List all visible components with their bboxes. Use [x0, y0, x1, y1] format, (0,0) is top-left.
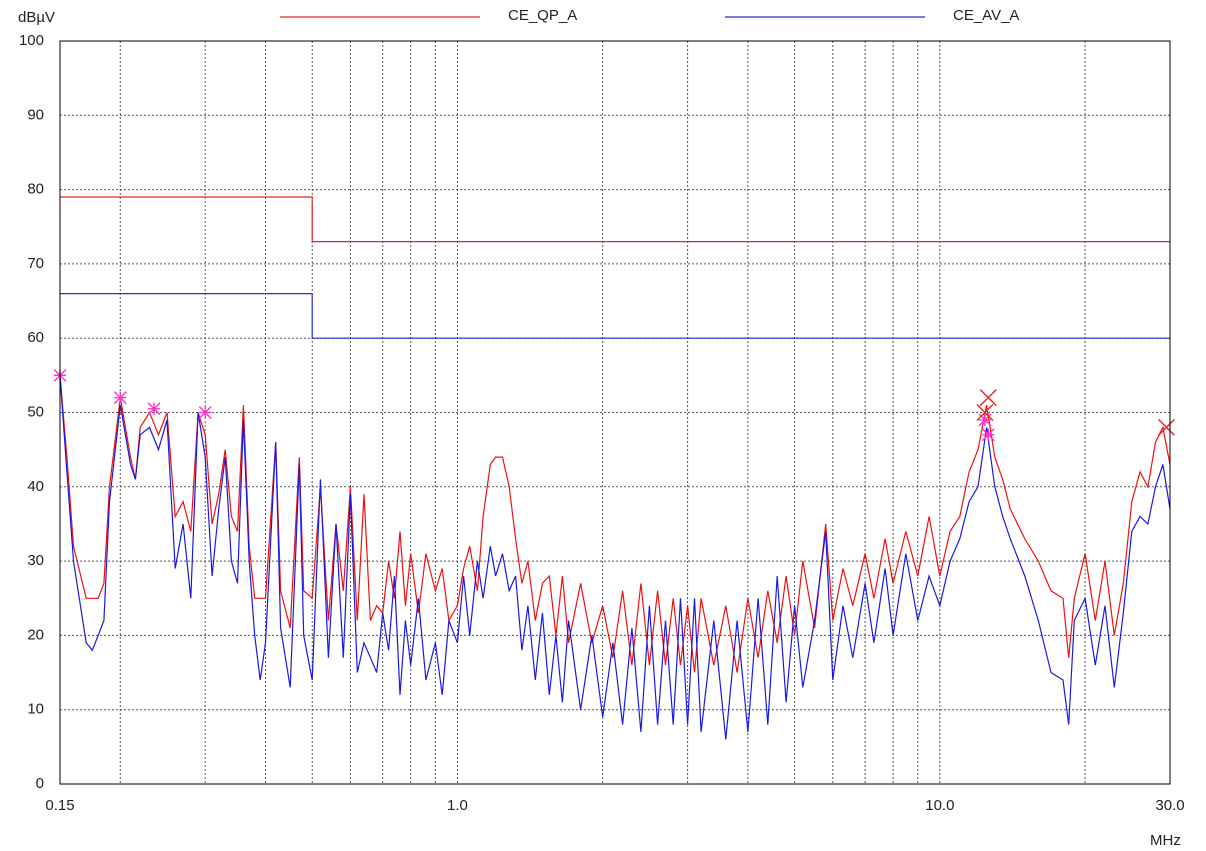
- marker: [979, 389, 997, 407]
- y-tick-label: 40: [27, 478, 44, 495]
- marker: [978, 413, 992, 427]
- y-tick-label: 0: [36, 775, 44, 792]
- y-tick-label: 30: [27, 552, 44, 569]
- limit-line: [60, 293, 1170, 339]
- y-tick-label: 80: [27, 181, 44, 198]
- marker: [981, 428, 995, 442]
- y-tick-label: 90: [27, 106, 44, 123]
- limit-line: [60, 196, 1170, 243]
- trace-line: [59, 375, 1171, 673]
- y-tick-label: 60: [27, 329, 44, 346]
- y-tick-label: 10: [27, 701, 44, 718]
- trace-line: [59, 375, 1171, 740]
- x-tick-label: 30.0: [1155, 797, 1184, 814]
- x-tick-label: 10.0: [925, 797, 954, 814]
- marker: [1157, 418, 1175, 436]
- y-tick-label: 70: [27, 255, 44, 272]
- y-axis-label: dBµV: [18, 9, 55, 26]
- y-tick-label: 20: [27, 626, 44, 643]
- y-tick-label: 100: [19, 32, 44, 49]
- marker: [113, 391, 127, 405]
- y-tick-label: 50: [27, 403, 44, 420]
- marker: [147, 402, 161, 416]
- legend-label: CE_AV_A: [953, 7, 1019, 24]
- marker: [198, 406, 212, 419]
- plot-frame: [59, 40, 1171, 785]
- x-tick-label: 0.15: [45, 797, 74, 814]
- marker: [976, 404, 994, 421]
- legend-label: CE_QP_A: [508, 7, 577, 24]
- x-axis-label: MHz: [1150, 832, 1181, 849]
- x-tick-label: 1.0: [447, 797, 468, 814]
